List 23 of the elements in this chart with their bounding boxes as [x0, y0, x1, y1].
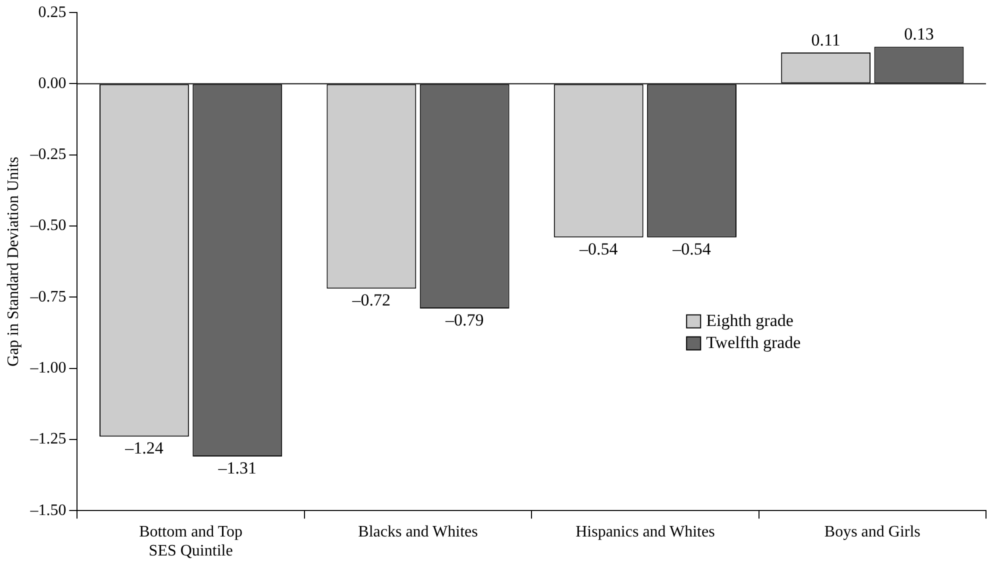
data-label: –0.72: [351, 290, 391, 310]
y-axis-title: Gap in Standard Deviation Units: [4, 156, 22, 366]
y-tick-label: –1.50: [29, 502, 66, 519]
x-tick-label: Blacks and Whites: [358, 523, 478, 540]
y-tick-label: –0.25: [29, 146, 66, 164]
data-label: –1.24: [124, 438, 164, 458]
legend-label: Twelfth grade: [706, 332, 801, 352]
data-label: –1.31: [217, 458, 256, 478]
y-tick-label: –0.50: [29, 217, 66, 234]
y-tick-label: 0.25: [38, 4, 66, 21]
legend-label: Eighth grade: [706, 310, 794, 330]
y-tick-label: –0.75: [29, 288, 66, 306]
data-label: –0.54: [578, 239, 618, 258]
data-label: –0.54: [672, 239, 712, 258]
x-tick-label: Boys and Girls: [824, 523, 920, 540]
data-label: –0.79: [444, 310, 484, 330]
data-label: 0.11: [811, 30, 840, 50]
x-tick-label: Bottom and Top SES Quintile: [139, 523, 243, 560]
y-tick-label: –1.00: [29, 360, 66, 377]
x-tick-label: Hispanics and Whites: [576, 523, 715, 540]
y-tick-label: 0.00: [38, 74, 66, 92]
y-tick-label: –1.25: [29, 430, 66, 448]
data-label: 0.13: [904, 24, 934, 44]
